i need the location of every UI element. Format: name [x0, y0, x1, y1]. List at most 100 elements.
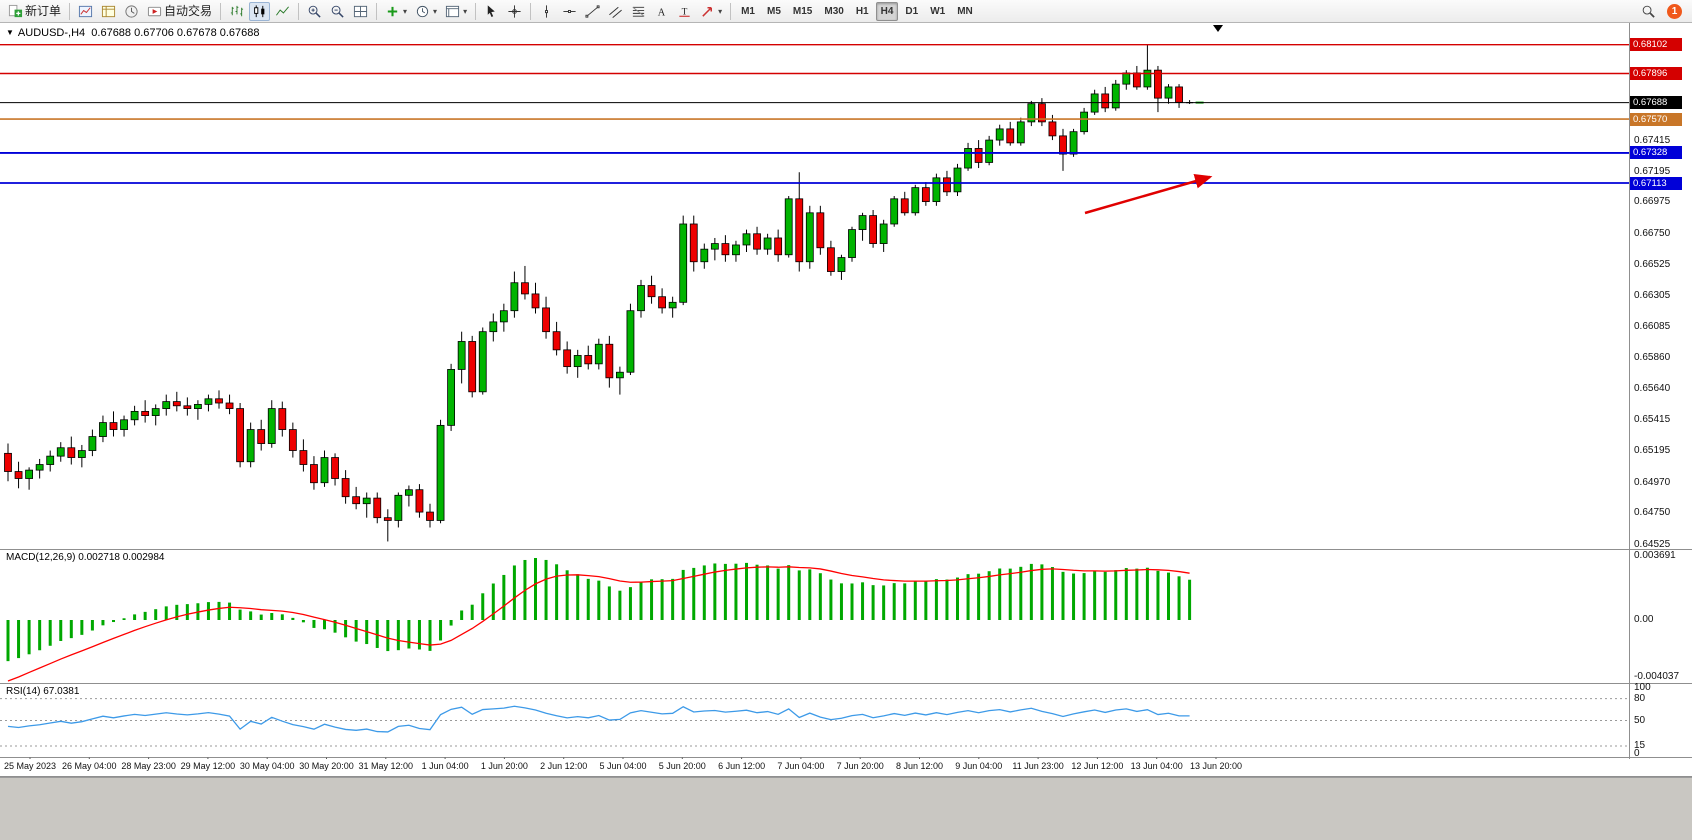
timeframe-M30[interactable]: M30 — [819, 2, 848, 21]
timeframe-H1[interactable]: H1 — [851, 2, 874, 21]
candle — [816, 205, 825, 255]
fibonacci-retracement-button[interactable] — [628, 2, 649, 21]
toolbar-separator — [69, 2, 71, 20]
chart-menu-icon[interactable]: ▼ — [6, 28, 14, 37]
textT-icon: T — [677, 4, 692, 19]
tile-windows-button[interactable] — [350, 2, 371, 21]
macd-histogram-bar — [375, 620, 379, 648]
macd-histogram-bar — [259, 614, 263, 620]
candle — [900, 191, 909, 216]
macd-histogram-bar — [270, 613, 274, 620]
candle — [1143, 44, 1152, 90]
timeframe-MN[interactable]: MN — [952, 2, 978, 21]
time-axis-label: 13 Jun 04:00 — [1130, 761, 1183, 771]
autotrade-label: 自动交易 — [164, 3, 213, 18]
timeframe-W1[interactable]: W1 — [925, 2, 950, 21]
timeframe-H4[interactable]: H4 — [875, 1, 899, 21]
macd-histogram-bar — [101, 620, 105, 626]
candle — [426, 503, 434, 528]
candle — [267, 400, 276, 448]
price-axis-label: 0.67415 — [1634, 134, 1671, 146]
search-button[interactable] — [1638, 2, 1659, 21]
arrows-button[interactable]: ▾ — [697, 2, 725, 21]
cursor-button[interactable] — [481, 2, 502, 21]
macd-histogram-bar — [650, 579, 654, 620]
navigator-button[interactable] — [121, 2, 142, 21]
rsi-line — [7, 705, 1190, 733]
bars-icon — [229, 4, 244, 19]
crosshair-button[interactable] — [504, 2, 525, 21]
macd-histogram-bar — [702, 565, 706, 620]
periods-button[interactable]: ▾ — [412, 2, 440, 21]
text-label-button[interactable]: T — [674, 2, 695, 21]
vertical-line-button[interactable] — [536, 2, 557, 21]
macd-histogram-bar — [692, 567, 696, 620]
candle — [257, 419, 266, 451]
macd-histogram-bar — [38, 620, 42, 651]
zoom-in-button[interactable] — [304, 2, 325, 21]
candle — [499, 303, 508, 332]
macd-histogram-bar — [850, 583, 854, 620]
candle — [890, 196, 899, 227]
charts-button[interactable] — [75, 2, 96, 21]
candle — [1101, 86, 1110, 113]
macd-histogram-bar — [607, 586, 611, 620]
macd-histogram-bar — [1072, 573, 1076, 620]
time-axis-label: 9 Jun 04:00 — [955, 761, 1003, 771]
data-window-button[interactable] — [98, 2, 119, 21]
time-axis-label: 29 May 12:00 — [180, 761, 236, 771]
trend-arrow-object[interactable] — [1084, 173, 1213, 215]
price-axis-label: 0.65415 — [1634, 414, 1671, 426]
navigator-icon — [124, 4, 139, 19]
macd-histogram-bar — [217, 601, 221, 620]
candle — [46, 450, 55, 472]
candle — [236, 402, 245, 468]
notifications-badge[interactable]: 1 — [1667, 3, 1682, 19]
new-order-button[interactable]: 新订单 — [5, 2, 64, 21]
templates-button[interactable]: ▾ — [442, 2, 470, 21]
macd-histogram-bar — [249, 611, 253, 620]
time-axis[interactable]: 25 May 2023 26 May 04:00 28 May 23:00 29 Ma… — [0, 759, 1630, 776]
trendline-button[interactable] — [582, 2, 603, 21]
time-axis-label: 30 May 04:00 — [239, 761, 295, 771]
autotrade-button[interactable]: 自动交易 — [144, 2, 215, 21]
chart-shift-marker[interactable] — [1213, 25, 1223, 32]
candle — [457, 331, 466, 384]
chart-ohlc: 0.67688 0.67706 0.67678 0.67688 — [91, 27, 260, 39]
price-badge: 0.67570 — [1630, 112, 1682, 126]
rsi-axis-label: 50 — [1634, 714, 1646, 726]
candle — [700, 243, 709, 269]
chart-bars-button[interactable] — [226, 2, 247, 21]
candle — [710, 237, 719, 261]
equidistant-channel-button[interactable] — [605, 2, 626, 21]
candle — [805, 205, 814, 269]
price-axis[interactable]: 0.67415 0.67195 0.66975 0.66750 0.66525 0.663… — [1630, 23, 1692, 776]
macd-histogram-bar — [122, 618, 126, 620]
indicators-button[interactable]: ▾ — [382, 2, 410, 21]
time-axis-label: 30 May 20:00 — [299, 761, 354, 771]
macd-histogram-bar — [1145, 567, 1149, 620]
candle — [774, 229, 783, 262]
textA-icon: A — [654, 4, 669, 19]
zoom-out-button[interactable] — [327, 2, 348, 21]
chart-candlesticks-button[interactable] — [249, 1, 271, 21]
text-button[interactable]: A — [651, 2, 672, 21]
macd-histogram-bar — [628, 587, 632, 620]
timeframe-D1[interactable]: D1 — [900, 2, 923, 21]
linechart-icon — [275, 4, 290, 19]
search-icon — [1641, 4, 1656, 19]
macd-histogram-bar — [818, 573, 822, 620]
macd-histogram-bar — [512, 565, 516, 620]
timeframe-M1[interactable]: M1 — [736, 2, 760, 21]
macd-histogram-bar — [439, 620, 443, 641]
macd-histogram-bar — [956, 577, 959, 620]
macd-histogram-bar — [291, 617, 295, 620]
chart-line-button[interactable] — [272, 2, 293, 21]
timeframe-M15[interactable]: M15 — [788, 2, 817, 21]
macd-histogram-bar — [913, 581, 917, 620]
timeframe-M5[interactable]: M5 — [762, 2, 786, 21]
candle — [278, 401, 287, 437]
horizontal-line-button[interactable] — [559, 2, 580, 21]
macd-histogram-bar — [1050, 567, 1054, 620]
